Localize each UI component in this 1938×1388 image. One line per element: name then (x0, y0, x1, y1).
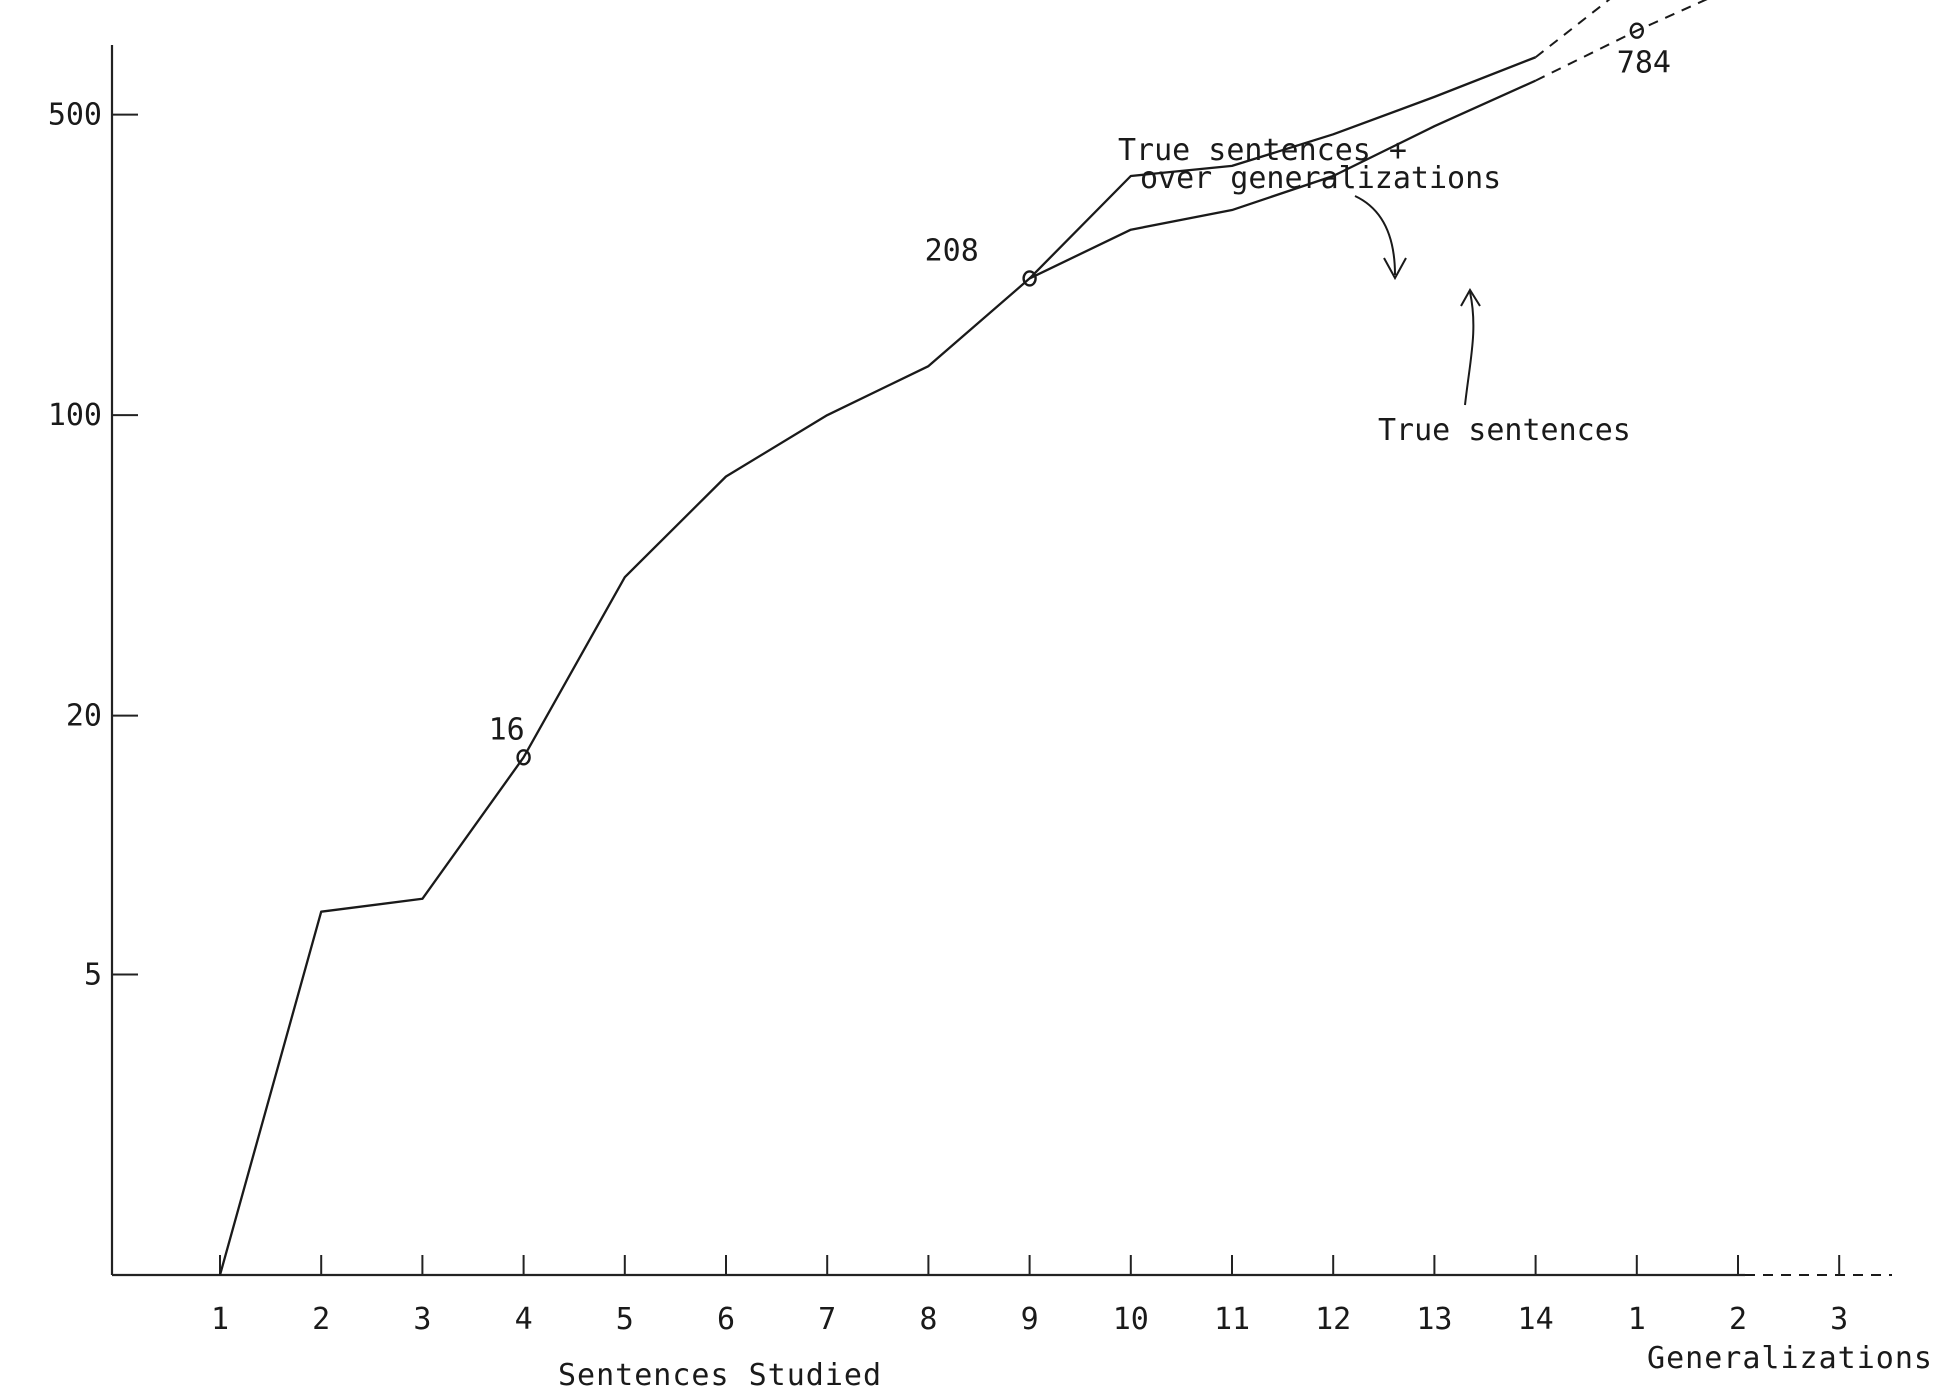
y-tick-label: 5 (84, 958, 102, 993)
x-tick-label: 3 (1830, 1302, 1848, 1337)
leader-arrow-true-sentences (1460, 288, 1481, 307)
x-tick-label: 11 (1214, 1302, 1250, 1337)
x-tick-label: 9 (1021, 1302, 1039, 1337)
y-tick-label: 20 (66, 699, 102, 734)
x-tick-label: 5 (616, 1302, 634, 1337)
data-label-784: 784 (1617, 46, 1671, 81)
x-tick-label: 6 (717, 1302, 735, 1337)
x-axis-title: Sentences Studied (558, 1358, 882, 1388)
x-tick-label: 10 (1113, 1302, 1149, 1337)
x-tick-label: 1 (1628, 1302, 1646, 1337)
x-tick-label: 8 (919, 1302, 937, 1337)
data-marker (516, 749, 531, 766)
x-tick-label: 13 (1416, 1302, 1452, 1337)
y-tick-label: 100 (48, 398, 102, 433)
x-tick-label: 14 (1518, 1302, 1554, 1337)
x-tick-label: 4 (515, 1302, 533, 1337)
x-axis-title-generalizations: Generalizations (1647, 1341, 1933, 1376)
label-true-plus-over-line2: over generalizations (1140, 161, 1501, 196)
x-tick-label: 2 (312, 1302, 330, 1337)
label-true-sentences: True sentences (1378, 413, 1631, 448)
data-label-208: 208 (925, 233, 979, 268)
label-true-plus-over-line1: True sentences + (1118, 133, 1407, 168)
x-tick-label: 3 (413, 1302, 431, 1337)
leader-arrow-true-plus-over (1383, 257, 1407, 281)
leader-true-plus-over (1354, 195, 1396, 276)
true-plus-over-line (1028, 56, 1537, 280)
true-sentences-line (218, 79, 1537, 1276)
true-sentences-line-extension (1535, 0, 1708, 82)
x-tick-label: 2 (1729, 1302, 1747, 1337)
data-marker (1629, 22, 1645, 39)
y-tick-label: 500 (48, 98, 102, 133)
data-label-16: 16 (489, 712, 525, 747)
x-tick-label: 7 (818, 1302, 836, 1337)
x-tick-label: 12 (1315, 1302, 1351, 1337)
x-tick-label: 1 (211, 1302, 229, 1337)
leader-true-sentences (1464, 291, 1475, 406)
data-marker (1022, 270, 1037, 287)
